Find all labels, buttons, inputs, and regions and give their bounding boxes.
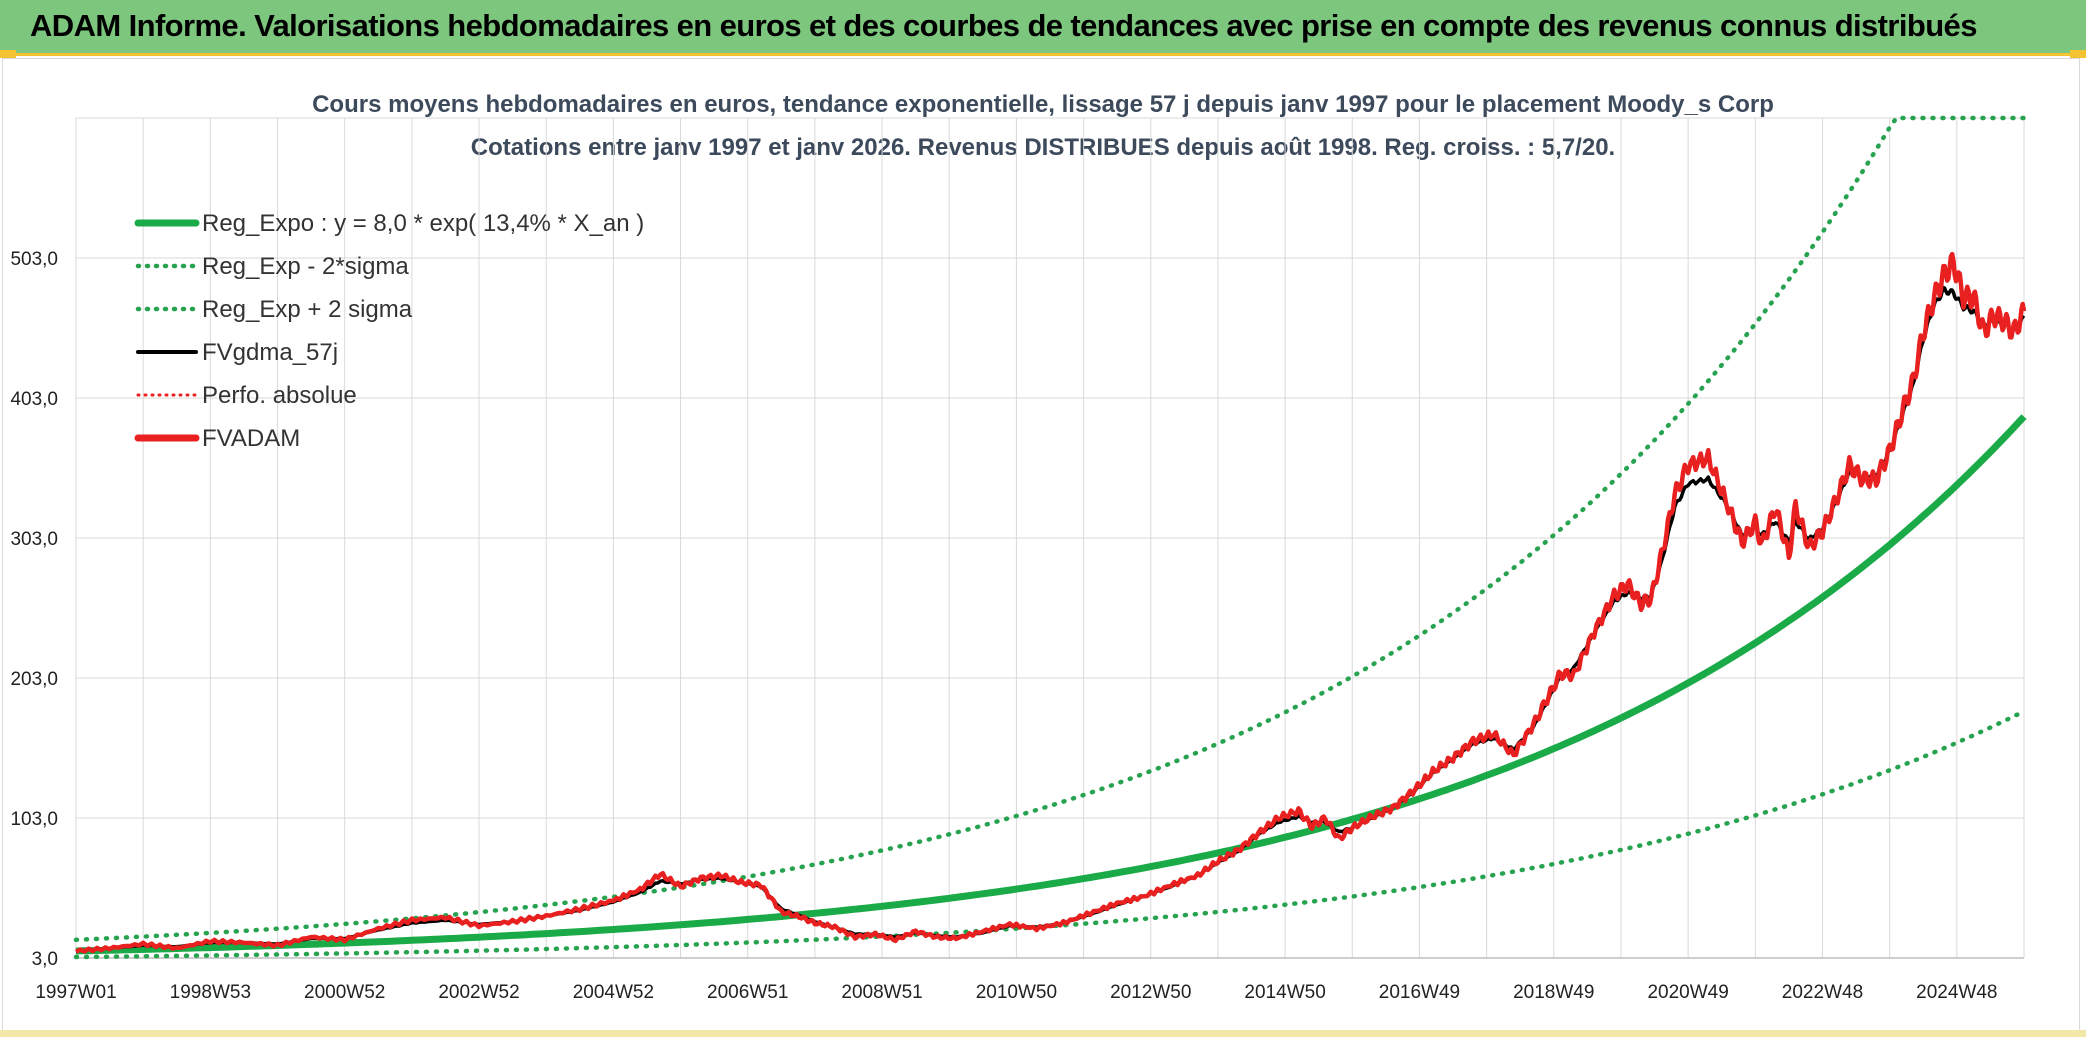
- x-tick-label: 2022W48: [1782, 982, 1863, 1003]
- y-tick-label: 203,0: [10, 669, 58, 690]
- x-tick-label: 2012W50: [1110, 982, 1191, 1003]
- grid: [75, 117, 2025, 959]
- series: [73, 115, 2027, 960]
- x-tick-label: 2024W48: [1916, 982, 1997, 1003]
- x-tick-label: 2000W52: [304, 982, 385, 1003]
- x-tick-label: 1997W01: [35, 982, 116, 1003]
- x-tick-label: 2008W51: [841, 982, 922, 1003]
- legend: Reg_Expo : y = 8,0 * exp( 13,4% * X_an )…: [134, 210, 644, 452]
- bottom-strip: [0, 1030, 2086, 1037]
- x-tick-label: 2004W52: [573, 982, 654, 1003]
- x-tick-label: 2018W49: [1513, 982, 1594, 1003]
- legend-label: FVADAM: [202, 425, 300, 452]
- y-tick-label: 3,0: [32, 949, 58, 970]
- reg-expo-line: [75, 414, 2027, 955]
- y-tick-label: 403,0: [10, 389, 58, 410]
- reg-lower-band: [73, 708, 2027, 960]
- x-tick-label: 1998W53: [170, 982, 251, 1003]
- legend-label: Reg_Exp - 2*sigma: [202, 253, 409, 280]
- chart-title: Cours moyens hebdomadaires en euros, ten…: [312, 91, 1774, 118]
- fvadam-line: [74, 251, 2027, 954]
- legend-label: Perfo. absolue: [202, 382, 357, 409]
- header-banner: ADAM Informe. Valorisations hebdomadaire…: [0, 0, 2086, 56]
- reg-upper-band: [73, 115, 2027, 943]
- chart-subtitle: Cotations entre janv 1997 et janv 2026. …: [471, 134, 1615, 161]
- x-tick-label: 2016W49: [1379, 982, 1460, 1003]
- accent-corner-left: [0, 50, 16, 58]
- report-title: ADAM Informe. Valorisations hebdomadaire…: [30, 8, 1977, 43]
- x-tick-label: 2002W52: [438, 982, 519, 1003]
- x-tick-label: 2010W50: [976, 982, 1057, 1003]
- axes: 3,0 103,0 203,0 303,0 403,0 503,0 1997W01 1998W…: [10, 249, 2024, 1003]
- legend-label: Reg_Expo : y = 8,0 * exp( 13,4% * X_an ): [202, 210, 644, 237]
- x-tick-label: 2020W49: [1647, 982, 1728, 1003]
- y-tick-label: 503,0: [10, 249, 58, 270]
- legend-label: FVgdma_57j: [202, 339, 338, 366]
- x-tick-label: 2006W51: [707, 982, 788, 1003]
- accent-corner-right: [2070, 50, 2086, 58]
- legend-label: Reg_Exp + 2 sigma: [202, 296, 413, 323]
- fvgdma-line: [75, 285, 2026, 953]
- y-tick-label: 303,0: [10, 529, 58, 550]
- y-tick-label: 103,0: [10, 809, 58, 830]
- x-tick-label: 2014W50: [1244, 982, 1325, 1003]
